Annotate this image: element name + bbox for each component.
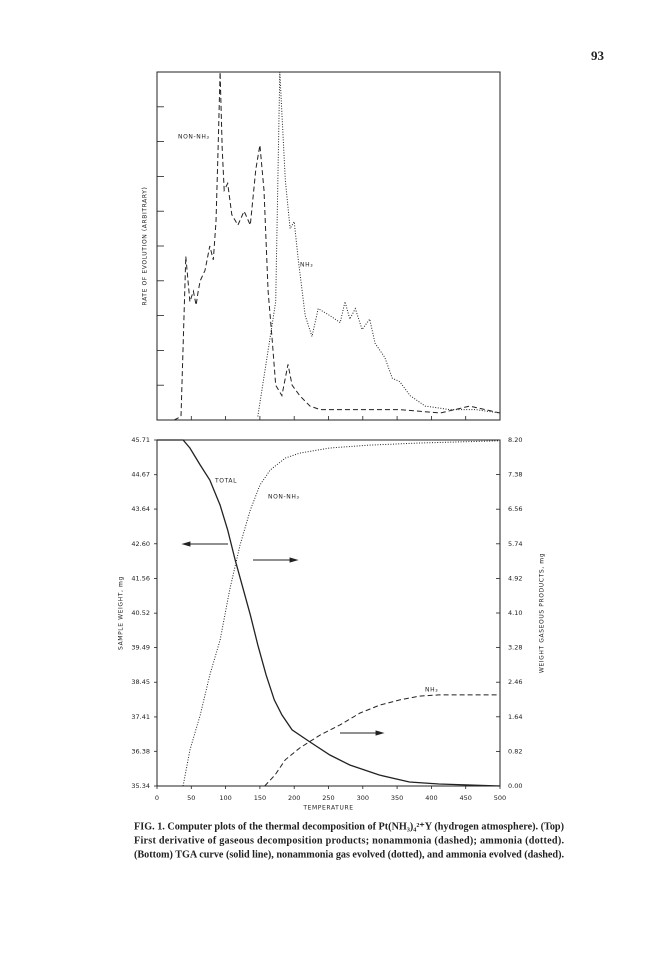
series-line <box>173 71 501 421</box>
x-tick-label: 300 <box>357 794 369 802</box>
y-tick-label: 38.45 <box>131 678 150 686</box>
series-line <box>257 71 501 417</box>
y2-tick-label: 0.82 <box>508 747 522 755</box>
arrow-head <box>289 557 299 563</box>
y-tick-label: 44.67 <box>131 471 150 479</box>
y2-axis-label: WEIGHT GASEOUS PRODUCTS, mg <box>539 553 546 673</box>
y-tick-label: 41.56 <box>131 574 150 582</box>
x-tick-label: 0 <box>155 794 159 802</box>
y2-tick-label: 8.20 <box>508 436 522 444</box>
y2-tick-label: 2.46 <box>508 678 522 686</box>
y2-tick-label: 0.00 <box>508 782 522 790</box>
y2-tick-label: 4.10 <box>508 609 522 617</box>
arrow-head <box>375 730 385 736</box>
x-tick-label: 250 <box>322 794 334 802</box>
y-axis-label: SAMPLE WEIGHT, mg <box>118 576 125 650</box>
y2-tick-label: 1.64 <box>508 713 522 721</box>
y-tick-label: 43.64 <box>131 505 150 513</box>
series-label: TOTAL <box>214 478 237 485</box>
x-tick-label: 350 <box>391 794 403 802</box>
x-tick-label: 500 <box>494 794 506 802</box>
series-label: NH₃ <box>300 262 313 269</box>
series-line <box>264 694 500 787</box>
y-tick-label: 36.38 <box>131 747 150 755</box>
series-label: NH₃ <box>425 687 438 694</box>
y2-tick-label: 3.28 <box>508 644 522 652</box>
y-tick-label: 37.41 <box>131 713 150 721</box>
x-tick-label: 450 <box>459 794 471 802</box>
x-tick-label: 100 <box>219 794 231 802</box>
arrow-head <box>181 541 191 547</box>
plot-frame <box>156 71 501 421</box>
series-line <box>157 439 501 787</box>
y2-tick-label: 4.92 <box>508 574 522 582</box>
x-tick-label: 150 <box>254 794 266 802</box>
x-tick-label: 50 <box>187 794 195 802</box>
arrows <box>181 541 385 736</box>
page-number: 93 <box>591 48 605 63</box>
caption-line: FIG. 1. Computer plots of the thermal de… <box>134 821 564 832</box>
y-tick-label: 35.34 <box>131 782 150 790</box>
y2-tick-label: 7.38 <box>508 471 522 479</box>
x-axis-label: TEMPERATURE <box>302 805 353 812</box>
y-tick-label: 45.71 <box>131 436 150 444</box>
y2-tick-label: 5.74 <box>508 540 522 548</box>
y-axis-label: RATE OF EVOLUTION (ARBITRARY) <box>142 187 149 306</box>
series-label: NON-NH₃ <box>268 494 299 501</box>
x-tick-label: 400 <box>425 794 437 802</box>
y-tick-label: 39.49 <box>131 644 150 652</box>
series-line <box>182 440 501 787</box>
y-tick-label: 40.52 <box>131 609 150 617</box>
caption-line: (Bottom) TGA curve (solid line), nonammo… <box>134 849 564 860</box>
series-label: NON-NH₃ <box>178 134 209 141</box>
y-tick-label: 42.60 <box>131 540 150 548</box>
plot-frame <box>156 439 501 787</box>
x-tick-label: 200 <box>288 794 300 802</box>
caption-line: First derivative of gaseous decompositio… <box>134 835 564 846</box>
y2-tick-label: 6.56 <box>508 505 522 513</box>
